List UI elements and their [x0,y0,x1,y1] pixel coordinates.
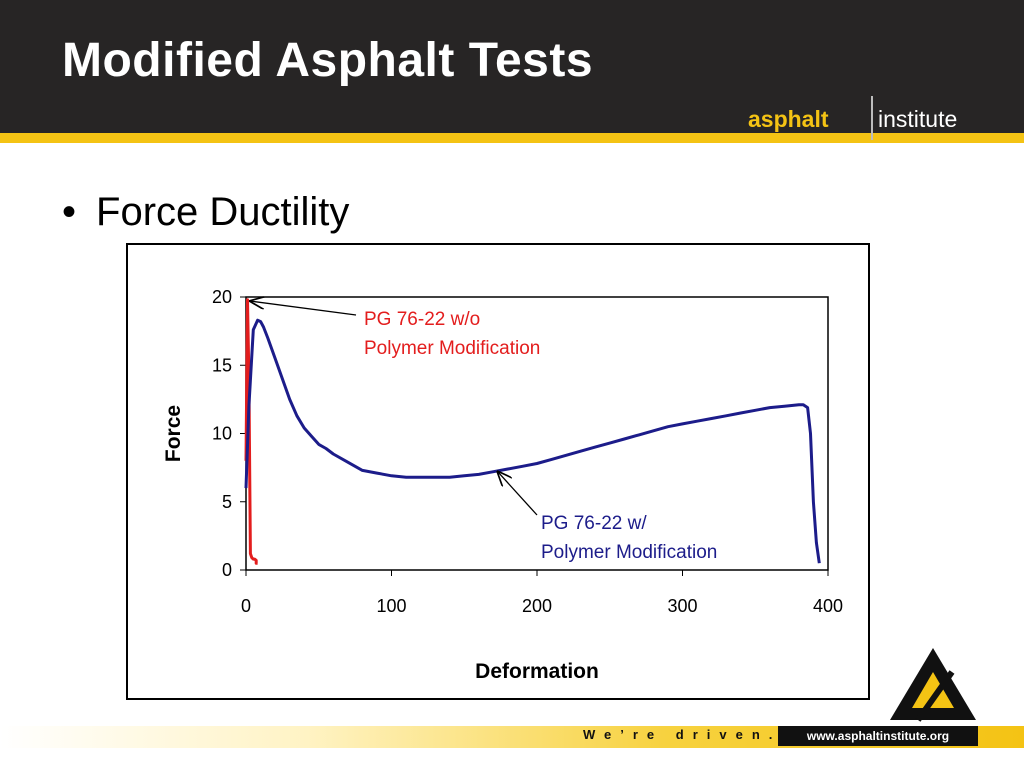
y-axis-label: Force [162,405,185,462]
series-line-1 [244,298,258,565]
bullet-marker: • [62,190,77,234]
y-tick-label: 15 [212,355,232,375]
y-tick-label: 20 [212,287,232,307]
annotation-label-1: Polymer Modification [364,338,540,359]
logo-word-institute: institute [878,106,958,132]
x-axis-label: Deformation [475,660,599,683]
y-tick-label: 0 [222,560,232,580]
annotation-label-2: Polymer Modification [541,542,717,563]
x-tick-label: 0 [241,596,251,616]
annotation-label-2: PG 76-22 w/ [541,513,647,534]
x-tick-label: 300 [667,596,697,616]
footer-band [0,726,1024,748]
header-accent-rule [0,133,1024,143]
x-tick-label: 200 [522,596,552,616]
x-tick-label: 400 [813,596,843,616]
annotation-arrow-2 [498,472,538,516]
triangle-logo-icon [890,648,976,722]
logo-word-asphalt: asphalt [748,106,829,132]
annotation-label-1: PG 76-22 w/o [364,309,480,330]
chart-frame: 0 5 10 15 20 0 100 200 300 400 Force Deformation PG … [126,243,870,700]
y-tick-label: 5 [222,492,232,512]
bullet-item: • Force Ductility [62,190,349,235]
y-tick-label: 10 [212,424,232,444]
bullet-text: Force Ductility [96,190,350,234]
header-bar [0,0,1024,133]
slide-title: Modified Asphalt Tests [62,34,594,87]
logo-separator [871,96,873,140]
footer-tagline: We’re driven. [583,727,782,742]
x-tick-label: 100 [376,596,406,616]
annotation-arrow-1 [250,301,357,316]
footer-url: www.asphaltinstitute.org [778,726,978,746]
